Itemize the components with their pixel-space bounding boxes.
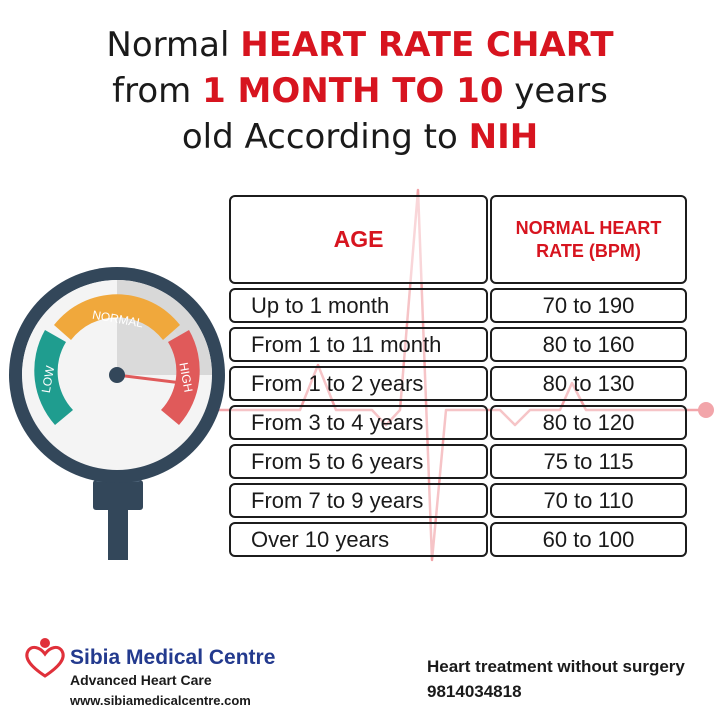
tagline: Heart treatment without surgery — [427, 657, 685, 676]
title-highlight: NIH — [468, 117, 539, 157]
rate-cell: 70 to 190 — [490, 288, 687, 323]
age-cell: Up to 1 month — [229, 288, 488, 323]
rate-cell: 75 to 115 — [490, 444, 687, 479]
gauge-high-label: HIGH — [176, 361, 195, 393]
phone-number[interactable]: 9814034818 — [427, 682, 522, 701]
column-header-rate: NORMAL HEART RATE (BPM) — [490, 195, 687, 284]
title-text: Normal — [106, 25, 241, 65]
blood-pressure-gauge-icon: NORMAL LOW HIGH — [9, 267, 225, 560]
table-row: From 1 to 11 month 80 to 160 — [229, 327, 687, 362]
age-cell: Over 10 years — [229, 522, 488, 557]
age-cell: From 3 to 4 years — [229, 405, 488, 440]
age-cell: From 7 to 9 years — [229, 483, 488, 518]
rate-cell: 80 to 130 — [490, 366, 687, 401]
title-text: from — [112, 71, 203, 111]
table-header: AGE NORMAL HEART RATE (BPM) — [229, 195, 687, 284]
title-text: old According to — [181, 117, 469, 157]
title-text: years — [503, 71, 608, 111]
column-header-age: AGE — [229, 195, 488, 284]
heart-logo-icon — [25, 638, 65, 678]
table-row: From 5 to 6 years 75 to 115 — [229, 444, 687, 479]
rate-cell: 70 to 110 — [490, 483, 687, 518]
gauge-low-label: LOW — [39, 364, 58, 394]
table-row: From 1 to 2 years 80 to 130 — [229, 366, 687, 401]
rate-cell: 80 to 160 — [490, 327, 687, 362]
column-header-rate-line1: NORMAL HEART — [515, 217, 662, 238]
column-header-rate-line2: RATE (BPM) — [536, 240, 641, 261]
table-row: Up to 1 month 70 to 190 — [229, 288, 687, 323]
table-row: Over 10 years 60 to 100 — [229, 522, 687, 557]
page-title: Normal HEART RATE CHART from 1 MONTH TO … — [0, 22, 720, 160]
age-cell: From 1 to 11 month — [229, 327, 488, 362]
brand-name: Sibia Medical Centre — [70, 646, 276, 669]
age-cell: From 5 to 6 years — [229, 444, 488, 479]
title-highlight: 1 MONTH TO 10 — [202, 71, 504, 111]
title-highlight: HEART RATE CHART — [240, 25, 614, 65]
table-row: From 7 to 9 years 70 to 110 — [229, 483, 687, 518]
rate-cell: 80 to 120 — [490, 405, 687, 440]
age-cell: From 1 to 2 years — [229, 366, 488, 401]
rate-cell: 60 to 100 — [490, 522, 687, 557]
website-link[interactable]: www.sibiamedicalcentre.com — [70, 693, 251, 708]
heart-rate-table: AGE NORMAL HEART RATE (BPM) Up to 1 month… — [229, 195, 687, 557]
table-row: From 3 to 4 years 80 to 120 — [229, 405, 687, 440]
brand-subtitle: Advanced Heart Care — [70, 672, 212, 688]
